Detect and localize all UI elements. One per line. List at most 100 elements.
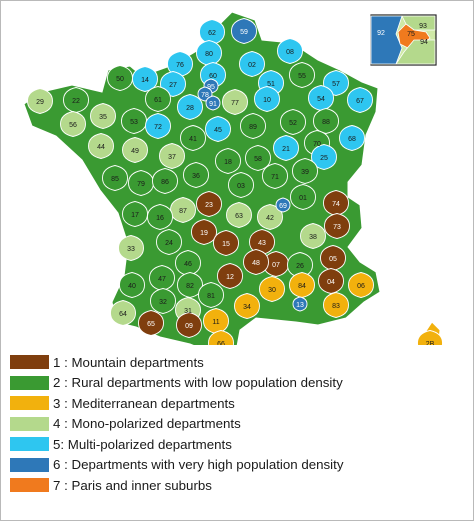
department-label-21: 21 [282, 146, 290, 153]
legend-item: 6 : Departments with very high populatio… [10, 455, 343, 476]
department-label-82: 82 [186, 283, 194, 290]
legend-label: 5: Multi-polarized departments [53, 436, 232, 452]
department-label-08: 08 [286, 49, 294, 56]
inset-label-93: 93 [419, 23, 427, 30]
department-label-41: 41 [189, 136, 197, 143]
legend-item: 2 : Rural departments with low populatio… [10, 373, 343, 394]
department-50 [107, 65, 133, 91]
department-74 [323, 190, 349, 216]
department-label-66: 66 [217, 341, 225, 345]
legend-label: 2 : Rural departments with low populatio… [53, 375, 343, 391]
department-26 [287, 252, 313, 278]
department-label-11: 11 [212, 319, 219, 326]
department-label-45: 45 [214, 127, 222, 134]
department-63 [226, 202, 252, 228]
department-09 [176, 312, 202, 338]
department-30 [259, 276, 285, 302]
department-label-72: 72 [154, 124, 162, 131]
legend-label: 4 : Mono-polarized departments [53, 416, 241, 432]
department-73 [324, 213, 350, 239]
department-label-48: 48 [252, 260, 260, 267]
department-label-32: 32 [159, 299, 167, 306]
department-label-2B: 2B [426, 341, 435, 345]
department-46 [175, 250, 201, 276]
inset-department-92 [370, 15, 403, 65]
department-label-05: 05 [329, 256, 337, 263]
department-02 [239, 51, 265, 77]
inset-department-93 [401, 15, 436, 31]
department-label-13: 13 [296, 302, 304, 309]
department-80 [196, 40, 222, 66]
inset-label-75: 75 [407, 31, 415, 38]
department-47 [149, 265, 175, 291]
department-label-76: 76 [176, 62, 184, 69]
department-label-04: 04 [327, 279, 335, 286]
department-35 [90, 103, 116, 129]
legend-swatch [10, 396, 49, 411]
department-68 [339, 125, 365, 151]
legend-label: 6 : Departments with very high populatio… [53, 457, 344, 473]
department-label-23: 23 [205, 202, 213, 209]
department-label-61: 61 [154, 97, 162, 104]
department-56 [60, 111, 86, 137]
department-59 [231, 18, 257, 44]
department-label-71: 71 [271, 174, 279, 181]
department-23 [196, 191, 222, 217]
legend-swatch [10, 416, 49, 431]
legend-item: 5: Multi-polarized departments [10, 434, 343, 455]
department-42 [257, 204, 283, 230]
department-08 [277, 38, 303, 64]
department-label-24: 24 [165, 240, 173, 247]
department-29 [27, 88, 53, 114]
department-12 [217, 263, 243, 289]
inset-label-94: 94 [420, 39, 428, 46]
department-label-06: 06 [357, 283, 365, 290]
department-label-81: 81 [207, 293, 215, 300]
department-label-59: 59 [240, 29, 248, 36]
department-2B [417, 330, 443, 345]
department-52 [280, 109, 306, 135]
department-label-65: 65 [147, 321, 155, 328]
department-45 [205, 116, 231, 142]
department-label-49: 49 [131, 148, 139, 155]
department-71 [262, 163, 288, 189]
department-72 [145, 113, 171, 139]
department-44 [88, 133, 114, 159]
department-label-56: 56 [69, 122, 77, 129]
department-19 [191, 219, 217, 245]
department-64 [110, 300, 136, 326]
department-21 [273, 135, 299, 161]
legend-swatch [10, 478, 49, 493]
legend-item: 4 : Mono-polarized departments [10, 414, 343, 435]
department-label-07: 07 [272, 262, 280, 269]
department-05 [320, 245, 346, 271]
department-label-64: 64 [119, 311, 127, 318]
department-label-62: 62 [208, 30, 216, 37]
department-label-57: 57 [332, 81, 340, 88]
department-label-16: 16 [156, 215, 164, 222]
department-label-39: 39 [301, 169, 309, 176]
legend-item: 3 : Mediterranean departments [10, 393, 343, 414]
department-label-55: 55 [298, 73, 306, 80]
department-label-14: 14 [141, 77, 149, 84]
department-label-69: 69 [279, 203, 287, 210]
inset-label-92: 92 [377, 30, 385, 37]
department-label-70: 70 [313, 141, 321, 148]
department-83 [323, 292, 349, 318]
department-label-09: 09 [185, 323, 193, 330]
department-03 [228, 172, 254, 198]
department-label-43: 43 [258, 240, 266, 247]
department-label-47: 47 [158, 276, 166, 283]
department-label-10: 10 [263, 97, 271, 104]
department-label-51: 51 [267, 81, 275, 88]
paris-inset: 92 93 75 94 [370, 14, 437, 66]
department-label-89: 89 [249, 124, 257, 131]
legend-label: 3 : Mediterranean departments [53, 395, 235, 411]
department-label-84: 84 [298, 283, 306, 290]
department-label-33: 33 [127, 246, 135, 253]
department-13 [292, 296, 308, 312]
department-label-60: 60 [209, 73, 217, 80]
department-label-58: 58 [254, 156, 262, 163]
department-label-46: 46 [184, 261, 192, 268]
department-34 [234, 293, 260, 319]
